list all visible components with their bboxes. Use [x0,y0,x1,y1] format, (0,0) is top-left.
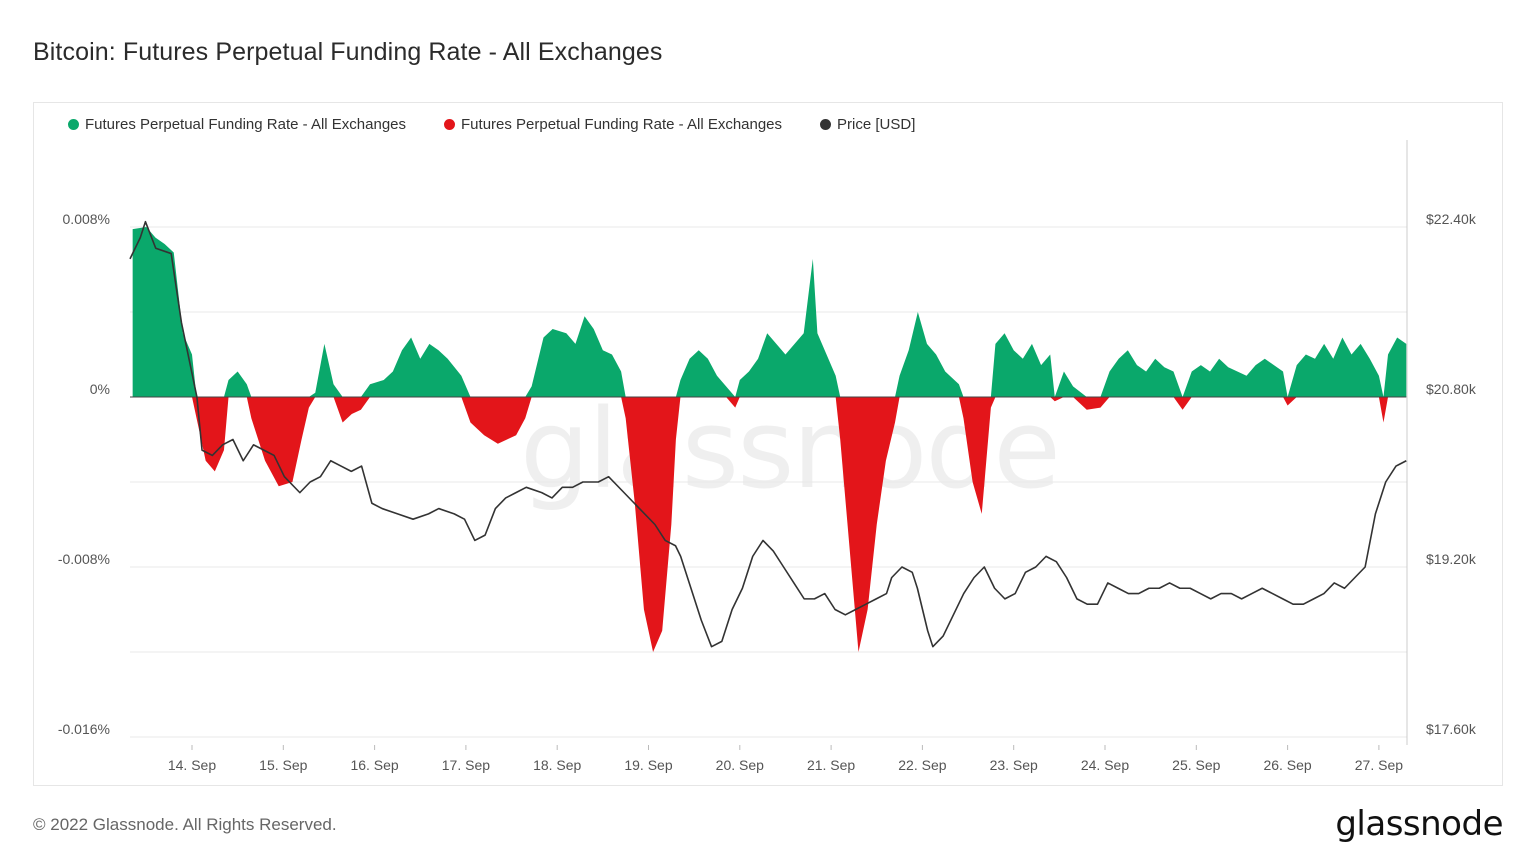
legend-dot-price [820,119,832,130]
legend-label-negative: Futures Perpetual Funding Rate - All Exc… [461,116,783,133]
legend-item-positive[interactable]: Futures Perpetual Funding Rate - All Exc… [68,116,406,133]
legend-item-price[interactable]: Price [USD] [820,116,915,133]
y-right-tick-3: $17.60k [1426,721,1477,737]
legend: Futures Perpetual Funding Rate - All Exc… [68,116,953,133]
footer-copyright: © 2022 Glassnode. All Rights Reserved. [33,815,337,834]
x-tick-10: 24. Sep [1081,757,1129,773]
footer-logo[interactable]: glassnode [1335,804,1503,844]
chart-title: Bitcoin: Futures Perpetual Funding Rate … [33,38,663,66]
y-left-tick-0: 0.008% [63,211,110,227]
x-tick-5: 19. Sep [624,757,672,773]
legend-item-negative[interactable]: Futures Perpetual Funding Rate - All Exc… [444,116,782,133]
x-tick-6: 20. Sep [716,757,764,773]
y-right-tick-0: $22.40k [1426,211,1477,227]
x-tick-7: 21. Sep [807,757,855,773]
y-left-tick-3: -0.016% [58,721,110,737]
y-right-tick-1: $20.80k [1426,381,1477,397]
legend-label-price: Price [USD] [837,116,916,133]
x-tick-11: 25. Sep [1172,757,1220,773]
x-tick-12: 26. Sep [1263,757,1311,773]
legend-dot-positive [68,119,79,130]
x-tick-0: 14. Sep [168,757,216,773]
price-line [129,220,1407,648]
x-tick-13: 27. Sep [1355,757,1403,773]
x-tick-8: 22. Sep [898,757,946,773]
y-right-tick-2: $19.20k [1426,551,1477,567]
legend-dot-negative [444,119,456,130]
y-left-tick-1: 0% [90,381,110,397]
funding-rate-positive-area [132,227,1407,397]
x-tick-3: 17. Sep [442,757,490,773]
legend-label-positive: Futures Perpetual Funding Rate - All Exc… [85,116,407,133]
y-left-tick-2: -0.008% [58,551,110,567]
x-tick-2: 16. Sep [350,757,398,773]
funding-rate-negative-area [132,397,1407,652]
x-tick-1: 15. Sep [259,757,307,773]
x-tick-9: 23. Sep [990,757,1038,773]
x-tick-4: 18. Sep [533,757,581,773]
